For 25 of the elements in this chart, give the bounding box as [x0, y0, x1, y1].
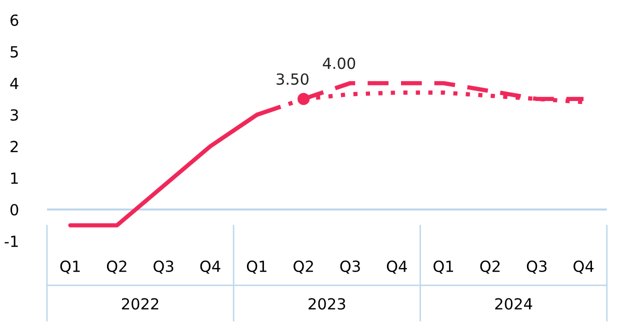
y-tick-label: 1 — [11, 172, 18, 184]
y-tick-label: 3 — [10, 109, 18, 121]
x-tick-label: Q4 — [386, 260, 407, 274]
x-tick-label: Q2 — [294, 260, 313, 274]
y-tick-label: 4 — [10, 78, 18, 89]
x-tick-label: Q3 — [154, 260, 174, 274]
y-tick-label: -1 — [4, 236, 18, 247]
x-tick-label: Q3 — [340, 260, 360, 274]
data-label: 3.50 — [276, 73, 308, 85]
x-tick-label: Q4 — [574, 260, 594, 274]
text: 2023 — [308, 298, 346, 310]
text: 2024 — [495, 298, 532, 310]
data-label: 4.00 — [322, 58, 356, 70]
x-tick-label: Q3 — [526, 260, 547, 274]
y-tick-label: 6 — [10, 14, 18, 26]
x-tick-label: Q1 — [60, 260, 80, 274]
y-tick-label: 5 — [10, 46, 18, 58]
x-tick-label: Q1 — [434, 260, 454, 274]
x-tick-label: Q4 — [200, 260, 220, 274]
y-tick-label: 0 — [10, 204, 18, 216]
x-tick-label: Q2 — [480, 260, 500, 274]
x-tick-label: Q1 — [246, 260, 266, 274]
x-tick-label: Q2 — [106, 260, 126, 274]
text: 2022 — [122, 298, 158, 310]
y-tick-label: 2 — [10, 140, 18, 152]
